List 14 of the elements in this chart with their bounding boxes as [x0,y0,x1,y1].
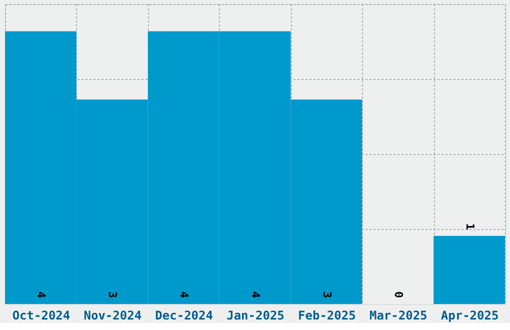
x-tick-label: Jan-2025 [226,308,284,322]
x-tick-label: Feb-2025 [298,308,356,322]
x-tick-label: Dec-2024 [155,308,213,322]
data-label: 4 [178,291,191,298]
x-tick-label: Mar-2025 [369,308,428,322]
x-tick-label: Nov-2024 [84,308,142,322]
data-label: 0 [392,291,405,298]
data-label: 1 [463,223,476,230]
data-label: 4 [249,291,262,298]
data-label: 3 [320,291,334,298]
data-label: 3 [106,291,120,298]
data-label: 4 [34,291,48,298]
x-tick-label: Oct-2024 [12,308,70,322]
x-tick-label: Apr-2025 [440,308,499,322]
